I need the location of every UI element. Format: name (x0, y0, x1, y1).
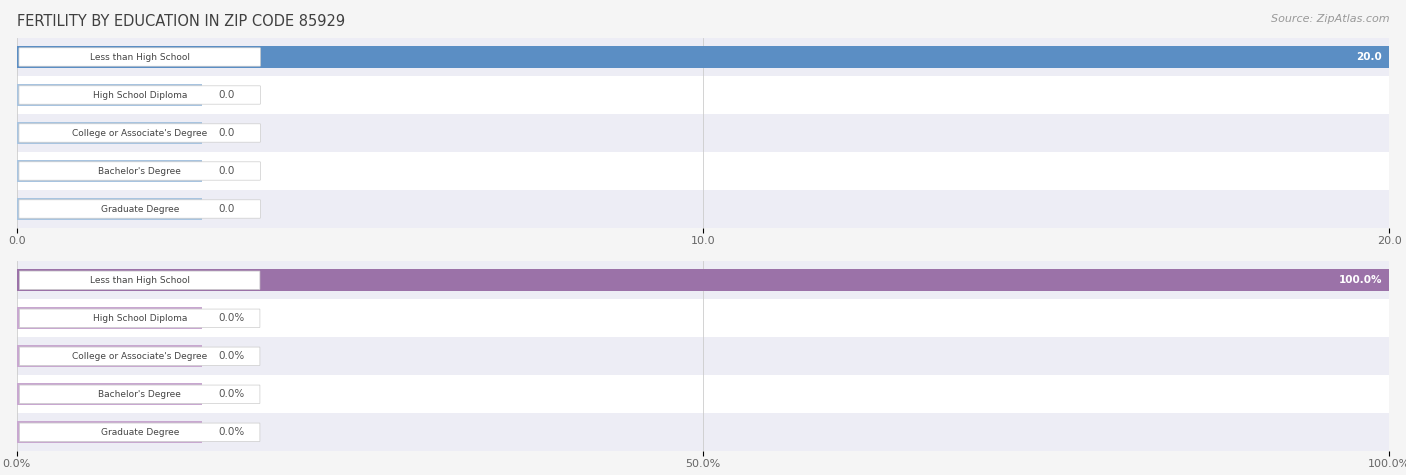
Text: College or Associate's Degree: College or Associate's Degree (72, 129, 207, 137)
Text: Less than High School: Less than High School (90, 53, 190, 61)
Text: FERTILITY BY EDUCATION IN ZIP CODE 85929: FERTILITY BY EDUCATION IN ZIP CODE 85929 (17, 14, 344, 29)
Text: 0.0%: 0.0% (218, 389, 245, 399)
Text: 0.0: 0.0 (218, 128, 235, 138)
Bar (17, 76, 1389, 114)
Bar (17, 38, 1389, 76)
Text: High School Diploma: High School Diploma (93, 314, 187, 323)
Text: Source: ZipAtlas.com: Source: ZipAtlas.com (1271, 14, 1389, 24)
Bar (17, 122, 202, 144)
Bar (17, 307, 202, 329)
Bar (17, 152, 1389, 190)
FancyBboxPatch shape (20, 347, 260, 365)
Bar (17, 421, 202, 443)
Bar (17, 299, 1389, 337)
Bar (17, 84, 202, 106)
FancyBboxPatch shape (18, 48, 260, 66)
Text: 0.0: 0.0 (218, 204, 235, 214)
FancyBboxPatch shape (20, 385, 260, 403)
Bar (17, 413, 1389, 451)
Bar (17, 375, 1389, 413)
Text: Bachelor's Degree: Bachelor's Degree (98, 167, 181, 175)
Text: 0.0%: 0.0% (218, 427, 245, 437)
Bar (17, 261, 1389, 299)
Text: College or Associate's Degree: College or Associate's Degree (72, 352, 207, 361)
Bar (17, 114, 1389, 152)
FancyBboxPatch shape (18, 162, 260, 180)
Text: 100.0%: 100.0% (1339, 275, 1382, 285)
Text: 0.0%: 0.0% (218, 313, 245, 323)
Text: Bachelor's Degree: Bachelor's Degree (98, 390, 181, 399)
Bar (17, 337, 1389, 375)
Bar (17, 383, 202, 405)
FancyBboxPatch shape (18, 124, 260, 142)
Text: 20.0: 20.0 (1357, 52, 1382, 62)
FancyBboxPatch shape (20, 271, 260, 289)
Bar (17, 269, 1389, 291)
Text: Less than High School: Less than High School (90, 276, 190, 285)
Text: Graduate Degree: Graduate Degree (100, 428, 179, 437)
Bar (17, 46, 1389, 68)
Bar (17, 345, 202, 367)
FancyBboxPatch shape (18, 86, 260, 104)
Text: 0.0: 0.0 (218, 166, 235, 176)
Bar (17, 160, 202, 182)
Text: High School Diploma: High School Diploma (93, 91, 187, 99)
FancyBboxPatch shape (20, 309, 260, 327)
FancyBboxPatch shape (18, 200, 260, 218)
Bar (17, 190, 1389, 228)
Text: Graduate Degree: Graduate Degree (100, 205, 179, 213)
Bar (17, 198, 202, 220)
FancyBboxPatch shape (20, 423, 260, 441)
Text: 0.0: 0.0 (218, 90, 235, 100)
Text: 0.0%: 0.0% (218, 351, 245, 361)
